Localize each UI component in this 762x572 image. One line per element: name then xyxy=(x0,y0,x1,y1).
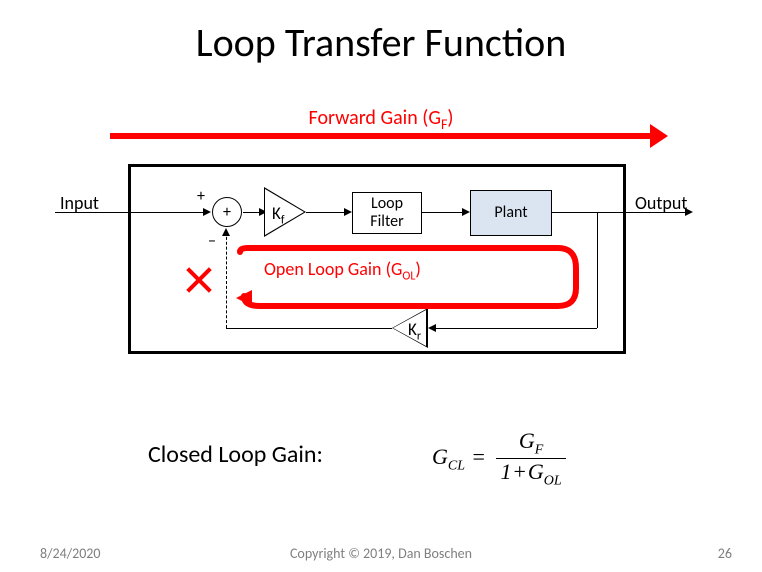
eq-num-g: G xyxy=(519,428,535,453)
feedback-dashed-arrowhead xyxy=(222,228,230,236)
eq-den-sub: OL xyxy=(544,474,562,489)
kr-label-sub: r xyxy=(417,329,421,343)
footer-page: 26 xyxy=(718,545,732,562)
summing-minus: − xyxy=(208,232,216,251)
open-loop-text: Open Loop Gain (G xyxy=(264,258,402,280)
eq-gcl-sub: CL xyxy=(448,458,465,473)
summing-inner-plus: + xyxy=(223,203,231,222)
closed-loop-equation: GCL = GF 1+GOL xyxy=(432,428,566,490)
kf-gain-block xyxy=(264,187,306,237)
eq-den-1: 1 xyxy=(500,459,511,484)
loop-filter-line2: Filter xyxy=(370,213,403,231)
open-loop-text-post: ) xyxy=(415,258,420,280)
feedback-kr-to-sumcol xyxy=(226,328,392,329)
open-loop-label: Open Loop Gain (GOL) xyxy=(264,258,421,284)
eq-den-plus: + xyxy=(511,459,527,484)
kf-label-sub: f xyxy=(281,213,285,227)
feedback-tap-down xyxy=(597,212,598,328)
closed-loop-text: Closed Loop Gain: xyxy=(148,440,323,469)
forward-gain-text-post: ) xyxy=(447,106,453,130)
page-title: Loop Transfer Function xyxy=(0,18,762,67)
feedback-to-kr xyxy=(434,328,597,329)
kf-label-text: K xyxy=(272,203,281,224)
loop-filter-line1: Loop xyxy=(371,195,403,213)
eq-num-sub: F xyxy=(535,442,544,457)
signal-sum-to-kf xyxy=(243,212,261,213)
input-label: Input xyxy=(60,192,99,214)
summing-plus: + xyxy=(197,187,205,206)
output-label: Output xyxy=(635,192,687,214)
kr-label: Kr xyxy=(408,319,421,343)
forward-gain-text: Forward Gain (G xyxy=(309,106,441,130)
feedback-dashed-up xyxy=(226,232,227,328)
signal-kf-to-lf xyxy=(306,212,346,213)
summing-junction: + xyxy=(212,197,242,227)
signal-input-to-sum xyxy=(55,212,205,213)
forward-gain-label: Forward Gain (GF) xyxy=(0,106,762,133)
eq-den-g: G xyxy=(528,459,544,484)
kf-label: Kf xyxy=(272,203,285,227)
loop-filter-block: Loop Filter xyxy=(352,192,422,234)
signal-lf-to-plant xyxy=(422,212,464,213)
eq-gcl-g: G xyxy=(432,444,448,469)
signal-plant-to-output xyxy=(552,212,687,213)
slide: { "title": "Loop Transfer Function", "fo… xyxy=(0,0,762,572)
plant-block: Plant xyxy=(470,190,552,236)
open-loop-sub: OL xyxy=(402,270,415,284)
plant-label: Plant xyxy=(494,204,527,222)
forward-gain-arrow xyxy=(110,133,650,139)
kr-label-text: K xyxy=(408,319,417,340)
footer-copyright: Copyright © 2019, Dan Boschen xyxy=(0,545,762,562)
break-x-icon xyxy=(184,266,212,294)
